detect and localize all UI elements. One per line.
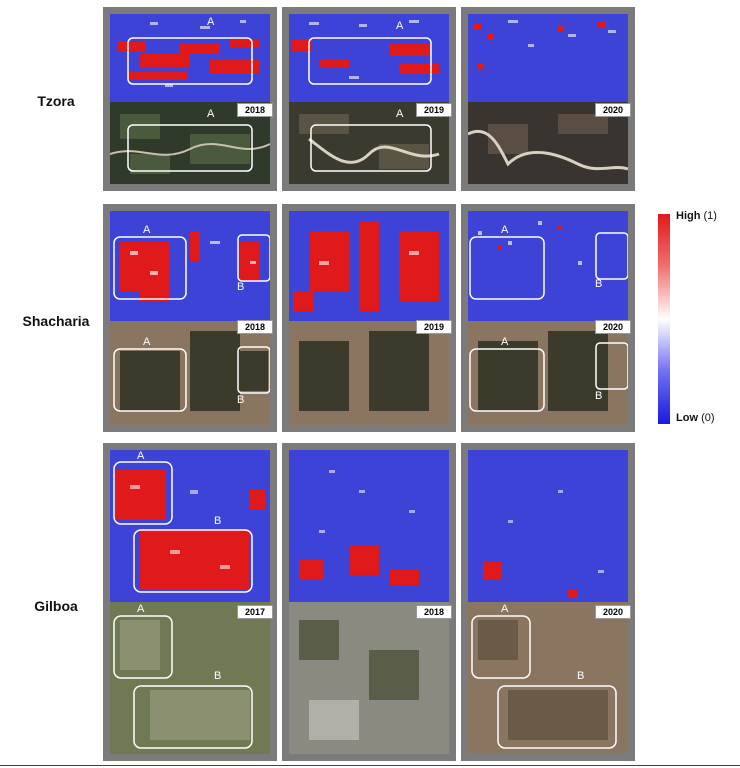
box-label-b: B: [577, 670, 585, 682]
gilboa-panel-1: 2017 A B A B: [103, 443, 277, 761]
box-label-a: A: [501, 603, 509, 615]
shacharia-panel-3: 2020 A B A B: [461, 204, 635, 432]
year-label: 2020: [594, 103, 631, 117]
legend-gradient-bar: [658, 214, 670, 424]
shacharia-3-image: [468, 211, 628, 425]
box-label-a: A: [137, 603, 145, 615]
tzora-panel-2: 2019 A A: [282, 7, 456, 191]
year-label: 2020: [594, 605, 631, 619]
box-label-b: B: [595, 278, 603, 290]
box-label-b: B: [214, 515, 222, 527]
box-label-a: A: [396, 108, 404, 120]
year-label: 2018: [236, 103, 273, 117]
legend-high-text: High: [676, 210, 701, 222]
box-label-b: B: [214, 670, 222, 682]
legend-high-value: (1): [703, 210, 717, 222]
legend-low-label: Low (0): [676, 412, 715, 424]
legend-high-label: High (1): [676, 210, 717, 222]
tzora-2-image: [289, 14, 449, 184]
box-label-a: A: [501, 224, 509, 236]
box-label-a: A: [143, 336, 151, 348]
box-label-b: B: [237, 281, 245, 293]
tzora-3-image: [468, 14, 628, 184]
tzora-1-image: [110, 14, 270, 184]
shacharia-panel-1: 2018 A B A B: [103, 204, 277, 432]
year-label: 2018: [415, 605, 452, 619]
legend-low-value: (0): [701, 412, 715, 424]
box-label-a: A: [137, 450, 145, 462]
box-label-a: A: [396, 20, 404, 32]
shacharia-2-image: [289, 211, 449, 425]
gilboa-1-image: [110, 450, 270, 754]
row-label-shacharia: Shacharia: [22, 313, 90, 329]
year-label: 2020: [594, 320, 631, 334]
box-label-a: A: [143, 224, 151, 236]
box-label-b: B: [595, 390, 603, 402]
tzora-panel-1: 2018 A A: [103, 7, 277, 191]
gilboa-2-image: [289, 450, 449, 754]
color-legend: High (1) Low (0): [630, 208, 740, 438]
box-label-b: B: [237, 394, 245, 406]
year-label: 2019: [415, 320, 452, 334]
year-label: 2019: [415, 103, 452, 117]
row-label-gilboa: Gilboa: [34, 598, 78, 614]
bottom-divider: [0, 765, 740, 766]
tzora-panel-3: 2020: [461, 7, 635, 191]
gilboa-panel-2: 2018: [282, 443, 456, 761]
box-label-a: A: [207, 16, 215, 28]
row-label-tzora: Tzora: [37, 93, 75, 109]
year-label: 2017: [236, 605, 273, 619]
gilboa-3-image: [468, 450, 628, 754]
box-label-a: A: [501, 336, 509, 348]
shacharia-panel-2: 2019: [282, 204, 456, 432]
shacharia-1-image: [110, 211, 270, 425]
legend-low-text: Low: [676, 412, 698, 424]
year-label: 2018: [236, 320, 273, 334]
gilboa-panel-3: 2020 A B: [461, 443, 635, 761]
box-label-a: A: [207, 108, 215, 120]
